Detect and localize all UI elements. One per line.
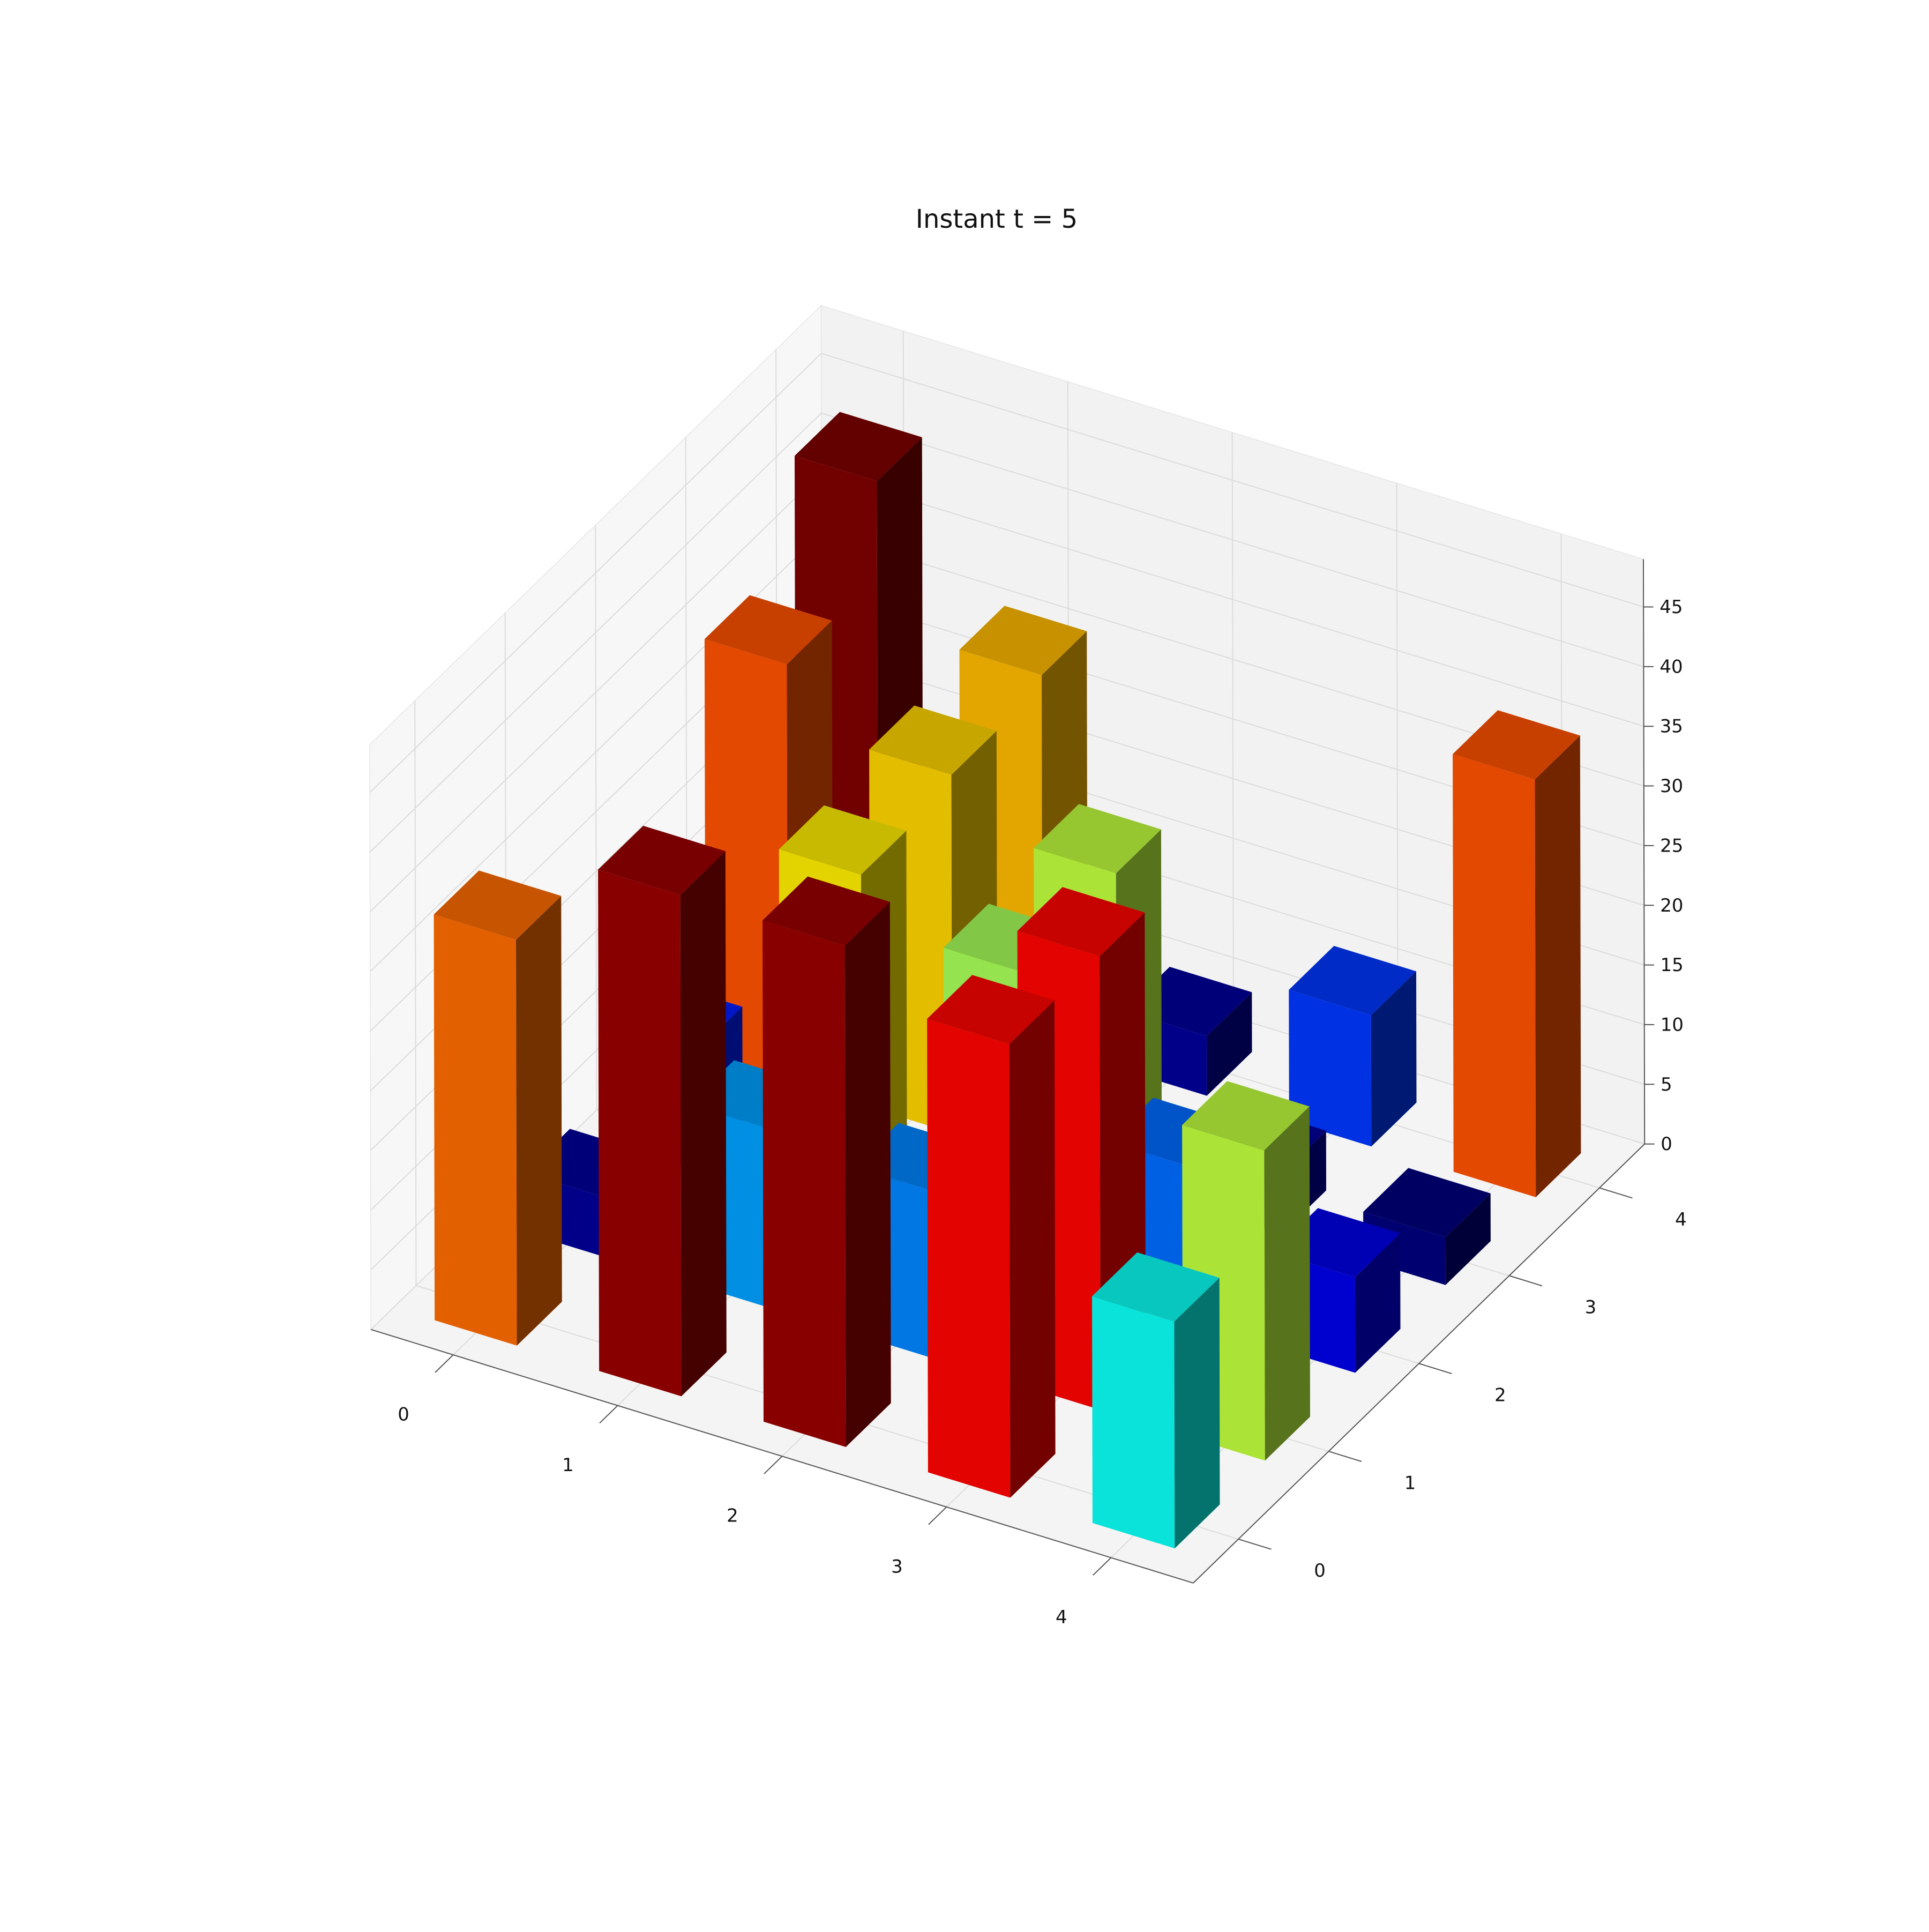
x-tick-label: 4	[1056, 1607, 1067, 1628]
x-tick-label: 1	[562, 1454, 574, 1476]
grid-line-x	[1231, 432, 1234, 1018]
y-tick-label: 1	[1404, 1472, 1416, 1494]
chart-title: Instant t = 5	[916, 204, 1078, 234]
bar-top-face	[762, 876, 890, 946]
bar-side-face	[844, 901, 891, 1447]
y-tick-label: 2	[1494, 1385, 1506, 1406]
y-tick-label: 3	[1585, 1297, 1597, 1318]
grid-line-y	[595, 525, 597, 1110]
x-tick-label: 3	[891, 1556, 903, 1577]
bar-front-face	[762, 920, 846, 1447]
bar-top-face	[1182, 1081, 1310, 1151]
x-tick-mark	[928, 1506, 947, 1525]
z-tick-label: 5	[1661, 1074, 1672, 1095]
grid-line-z	[369, 353, 822, 793]
bar-top-face	[1363, 1168, 1491, 1237]
grid-line-z	[369, 472, 822, 913]
y-tick-label: 4	[1675, 1209, 1687, 1230]
y-tick-mark	[1599, 1187, 1633, 1199]
bar-top-face	[433, 870, 562, 940]
bar-x0-y0	[433, 870, 562, 1346]
y-tick-label: 0	[1314, 1560, 1326, 1582]
x-tick-mark	[764, 1456, 783, 1474]
bars	[433, 412, 1581, 1549]
y-tick-mark	[1328, 1451, 1362, 1462]
bar-x4-y4	[1453, 710, 1581, 1197]
grid-line-z	[821, 353, 1644, 608]
bar-front-face	[433, 914, 517, 1346]
bar-side-face	[680, 851, 727, 1397]
bar-side-face	[1174, 1278, 1220, 1549]
grid-line-z	[821, 412, 1644, 667]
bar-front-face	[1092, 1296, 1175, 1549]
x-tick-mark	[435, 1354, 454, 1373]
bar-top-face	[779, 805, 907, 875]
z-axis-line	[1642, 559, 1646, 1144]
grid-line-z	[821, 472, 1644, 727]
bar-top-face	[795, 412, 922, 481]
bar-top-face	[1034, 804, 1161, 874]
z-tick-label: 0	[1661, 1133, 1672, 1155]
bar-side-face	[1009, 1000, 1056, 1498]
z-tick-label: 25	[1660, 835, 1683, 856]
bar-side-face	[1264, 1106, 1310, 1461]
bar-side-face	[516, 896, 562, 1346]
bar-top-face	[927, 975, 1055, 1045]
y-tick-mark	[1418, 1363, 1452, 1375]
axis-lines	[371, 559, 1655, 1584]
bar-x2-y0	[762, 876, 891, 1447]
x-tick-label: 0	[398, 1404, 409, 1426]
bar-side-face	[1355, 1233, 1401, 1373]
bar-top-face	[1017, 887, 1145, 957]
bar-side-face	[1535, 735, 1581, 1197]
bar-top-face	[598, 825, 726, 896]
x-tick-mark	[1093, 1557, 1112, 1576]
bar-front-face	[598, 869, 682, 1397]
z-tick-label: 20	[1660, 895, 1683, 916]
bar-top-face	[1289, 946, 1416, 1016]
z-tick-label: 30	[1660, 775, 1683, 797]
bar-top-face	[704, 595, 832, 665]
z-tick-label: 40	[1659, 656, 1683, 677]
y-tick-mark	[1509, 1275, 1543, 1287]
bar-front-face	[927, 1019, 1011, 1498]
bar-x4-y0	[1092, 1252, 1220, 1549]
bar-x1-y0	[598, 825, 727, 1397]
grid-line-z	[369, 413, 822, 853]
bar-top-face	[1453, 710, 1580, 780]
bar-top-face	[869, 705, 997, 775]
bar-side-face	[1371, 971, 1417, 1147]
z-tick-label: 35	[1660, 716, 1683, 737]
bar-top-face	[959, 606, 1087, 675]
x-tick-mark	[599, 1405, 618, 1424]
bar-side-face	[1207, 992, 1252, 1096]
z-tick-label: 15	[1661, 954, 1684, 976]
x-tick-label: 2	[727, 1505, 738, 1527]
bar-front-face	[1453, 754, 1536, 1197]
z-tick-label: 45	[1659, 596, 1683, 618]
bar-top-face	[1092, 1252, 1220, 1322]
y-tick-mark	[1238, 1538, 1272, 1550]
grid-line-y	[414, 700, 417, 1286]
bar-x3-y0	[927, 975, 1056, 1498]
bar-side-face	[1445, 1193, 1491, 1285]
z-tick-label: 10	[1661, 1015, 1684, 1036]
